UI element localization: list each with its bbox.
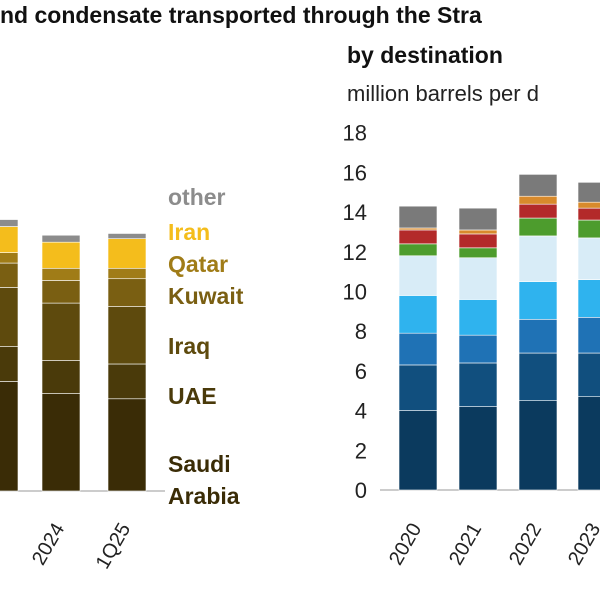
left-bar-segment-1q25-iran: [107, 238, 147, 269]
legend-label: Iran: [168, 219, 210, 245]
left-bar-segment-2024-saudi-arabia: [41, 393, 81, 492]
left-bar-segment-2024-kuwait: [41, 280, 81, 304]
right-bar-segment-2021: [458, 334, 498, 364]
right-y-tick-label: 8: [355, 319, 367, 344]
right-y-tick-label: 14: [343, 200, 367, 225]
right-bar-segment-2022: [518, 352, 558, 401]
right-x-tick-label: 2020: [385, 520, 426, 570]
right-y-tick-label: 18: [343, 121, 367, 146]
right-bar-segment-2021: [458, 406, 498, 491]
left-bar-segment--iraq: [0, 287, 19, 347]
right-bar-segment-2020: [398, 243, 438, 257]
legend-label: Qatar: [168, 251, 228, 277]
right-bar-segment-2020: [398, 255, 438, 296]
right-y-tick-label: 4: [355, 399, 367, 424]
right-y-tick-label: 6: [355, 359, 367, 384]
right-bar-segment-2022: [518, 203, 558, 219]
left-bar-segment--iran: [0, 226, 19, 253]
legend-label: Arabia: [168, 483, 240, 509]
left-x-tick-label: 2024: [28, 520, 69, 570]
legend-label: other: [168, 184, 226, 210]
right-bar-segment-2023: [577, 182, 600, 203]
right-bar-segment-2020: [398, 364, 438, 411]
right-bar-segment-2023: [577, 237, 600, 280]
right-bar-segment-2021: [458, 233, 498, 249]
right-bar-segment-2021: [458, 247, 498, 259]
left-bar-segment-2024-other: [41, 234, 81, 243]
left-x-tick-label: 1Q25: [92, 520, 136, 573]
left-bar-segment--other: [0, 219, 19, 227]
right-bar-segment-2023: [577, 219, 600, 239]
left-bar-segment-2024-iraq: [41, 302, 81, 361]
right-bar-segment-2022: [518, 235, 558, 282]
right-bar-segment-2022: [518, 318, 558, 354]
right-bar-segment-2021: [458, 299, 498, 336]
legend-label: Saudi: [168, 451, 231, 477]
right-bar-segment-2020: [398, 205, 438, 229]
left-bar-segment-2024-qatar: [41, 267, 81, 281]
left-bar-segment-1q25-qatar: [107, 267, 147, 280]
left-bar-segment--qatar: [0, 252, 19, 264]
left-bar-segment-1q25-iraq: [107, 306, 147, 365]
right-y-tick-label: 0: [355, 478, 367, 503]
left-bar-segment-2024-uae: [41, 360, 81, 394]
right-y-tick-label: 16: [343, 160, 367, 185]
right-chart-subtitle: million barrels per d: [347, 81, 539, 106]
left-bar-segment-2024-iran: [41, 241, 81, 269]
right-bar-segment-2020: [398, 295, 438, 334]
right-x-tick-label: 2023: [564, 520, 600, 570]
left-bar-segment-1q25-uae: [107, 363, 147, 400]
right-bar-segment-2021: [458, 207, 498, 231]
right-bar-segment-2021: [458, 229, 498, 235]
right-bar-segment-2020: [398, 332, 438, 366]
right-bar-segment-2020: [398, 229, 438, 245]
right-bar-segment-2022: [518, 217, 558, 237]
left-bar-segment--uae: [0, 346, 19, 382]
legend-label: Kuwait: [168, 283, 244, 309]
right-y-tick-label: 2: [355, 438, 367, 463]
right-bar-segment-2021: [458, 362, 498, 407]
right-y-tick-label: 10: [343, 280, 367, 305]
left-bar-segment--saudi-arabia: [0, 381, 19, 492]
legend-label: Iraq: [168, 333, 210, 359]
right-bar-segment-2022: [518, 195, 558, 205]
left-bar-segment-1q25-kuwait: [107, 278, 147, 307]
chart-title: nd condensate transported through the St…: [0, 2, 482, 28]
left-bar-segment-1q25-saudi-arabia: [107, 398, 147, 492]
right-bar-segment-2023: [577, 279, 600, 318]
right-bar-segment-2020: [398, 410, 438, 491]
right-y-tick-label: 12: [343, 240, 367, 265]
right-chart-title: by destination: [347, 42, 503, 68]
right-bar-segment-2022: [518, 174, 558, 197]
right-bar-segment-2023: [577, 207, 600, 221]
right-x-tick-label: 2021: [445, 520, 486, 570]
right-x-tick-label: 2022: [505, 520, 546, 570]
right-bar-segment-2023: [577, 396, 600, 491]
left-bar-segment-1q25-other: [107, 233, 147, 239]
right-bar-segment-2022: [518, 400, 558, 491]
right-bar-segment-2023: [577, 352, 600, 398]
left-bar-segment--kuwait: [0, 262, 19, 288]
right-bar-segment-2022: [518, 281, 558, 320]
legend-label: UAE: [168, 383, 217, 409]
right-bar-segment-2023: [577, 201, 600, 209]
right-bar-segment-2023: [577, 317, 600, 354]
right-bar-segment-2021: [458, 257, 498, 300]
